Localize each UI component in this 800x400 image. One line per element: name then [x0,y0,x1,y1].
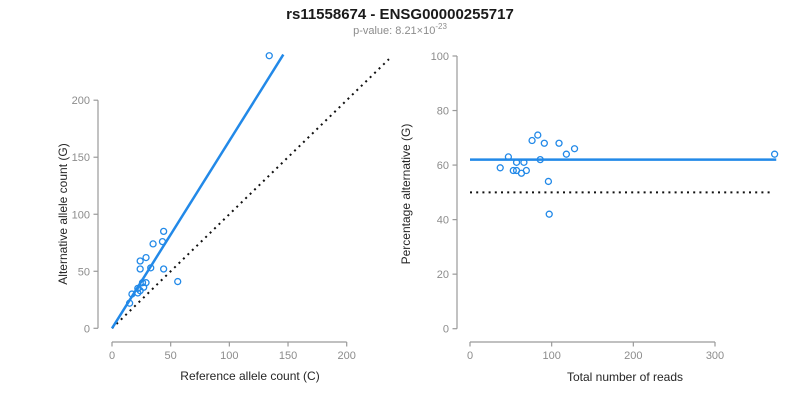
data-point [159,265,168,273]
y-tick-label: 60 [437,160,449,172]
x-tick-label: 200 [338,350,356,362]
data-point [534,131,542,139]
data-point [142,279,150,287]
data-point [540,139,548,147]
data-point [136,257,144,265]
pvalue-exponent: -23 [435,22,447,31]
data-point [174,277,182,286]
y-tick-label: 80 [437,106,449,118]
right-xaxis-label: Total number of reads [567,370,683,384]
reference-dotted-line [111,58,390,330]
data-point [536,155,544,164]
left-xaxis-label: Reference allele count (C) [180,369,319,383]
data-point [138,279,147,287]
y-tick-label: 100 [431,51,449,63]
x-tick-label: 200 [624,350,642,362]
y-tick-label: 100 [72,209,90,221]
figure-title: rs11558674 - ENSG00000255717 [286,6,514,23]
data-point [562,150,571,158]
left-yaxis-label: Alternative allele count (G) [56,143,70,284]
data-point [520,158,528,167]
data-point [509,166,517,175]
data-point [555,139,563,147]
data-point [496,164,504,172]
data-point [149,240,157,248]
right-yaxis-label: Percentage alternative (G) [399,124,413,265]
x-tick-label: 300 [706,350,724,362]
x-tick-label: 100 [542,350,560,362]
scatter-panel-percentage: 0 100 200 300 0 20 40 60 80 100 [431,51,779,362]
y-tick-label: 50 [78,266,90,278]
data-point [570,145,579,153]
data-point [544,177,553,186]
y-tick-label: 0 [443,324,449,336]
y-tick-label: 40 [437,215,449,227]
y-tick-label: 150 [72,152,90,164]
data-point [142,253,150,262]
data-point [522,166,530,175]
data-point [147,264,155,272]
data-point [512,158,521,167]
x-tick-label: 100 [220,350,238,362]
data-point [125,299,134,307]
data-point [545,210,553,218]
data-point [159,227,168,236]
y-tick-label: 20 [437,269,449,281]
y-tick-label: 200 [72,95,90,107]
data-point [504,153,513,161]
data-point [158,237,167,246]
data-point [136,265,144,273]
figure-subtitle: p-value: 8.21×10-23 [353,22,447,37]
data-point [528,136,536,145]
x-tick-label: 150 [279,350,297,362]
fit-line [110,53,285,329]
data-point [265,52,273,60]
data-point [770,150,779,158]
pvalue-text: p-value: 8.21×10 [353,25,435,37]
scatter-panel-allele-counts: 0 50 100 150 200 0 50 100 150 200 [72,52,390,362]
x-tick-label: 0 [467,350,473,362]
x-tick-label: 0 [109,350,115,362]
x-tick-label: 50 [165,350,177,362]
y-tick-label: 0 [84,323,90,335]
